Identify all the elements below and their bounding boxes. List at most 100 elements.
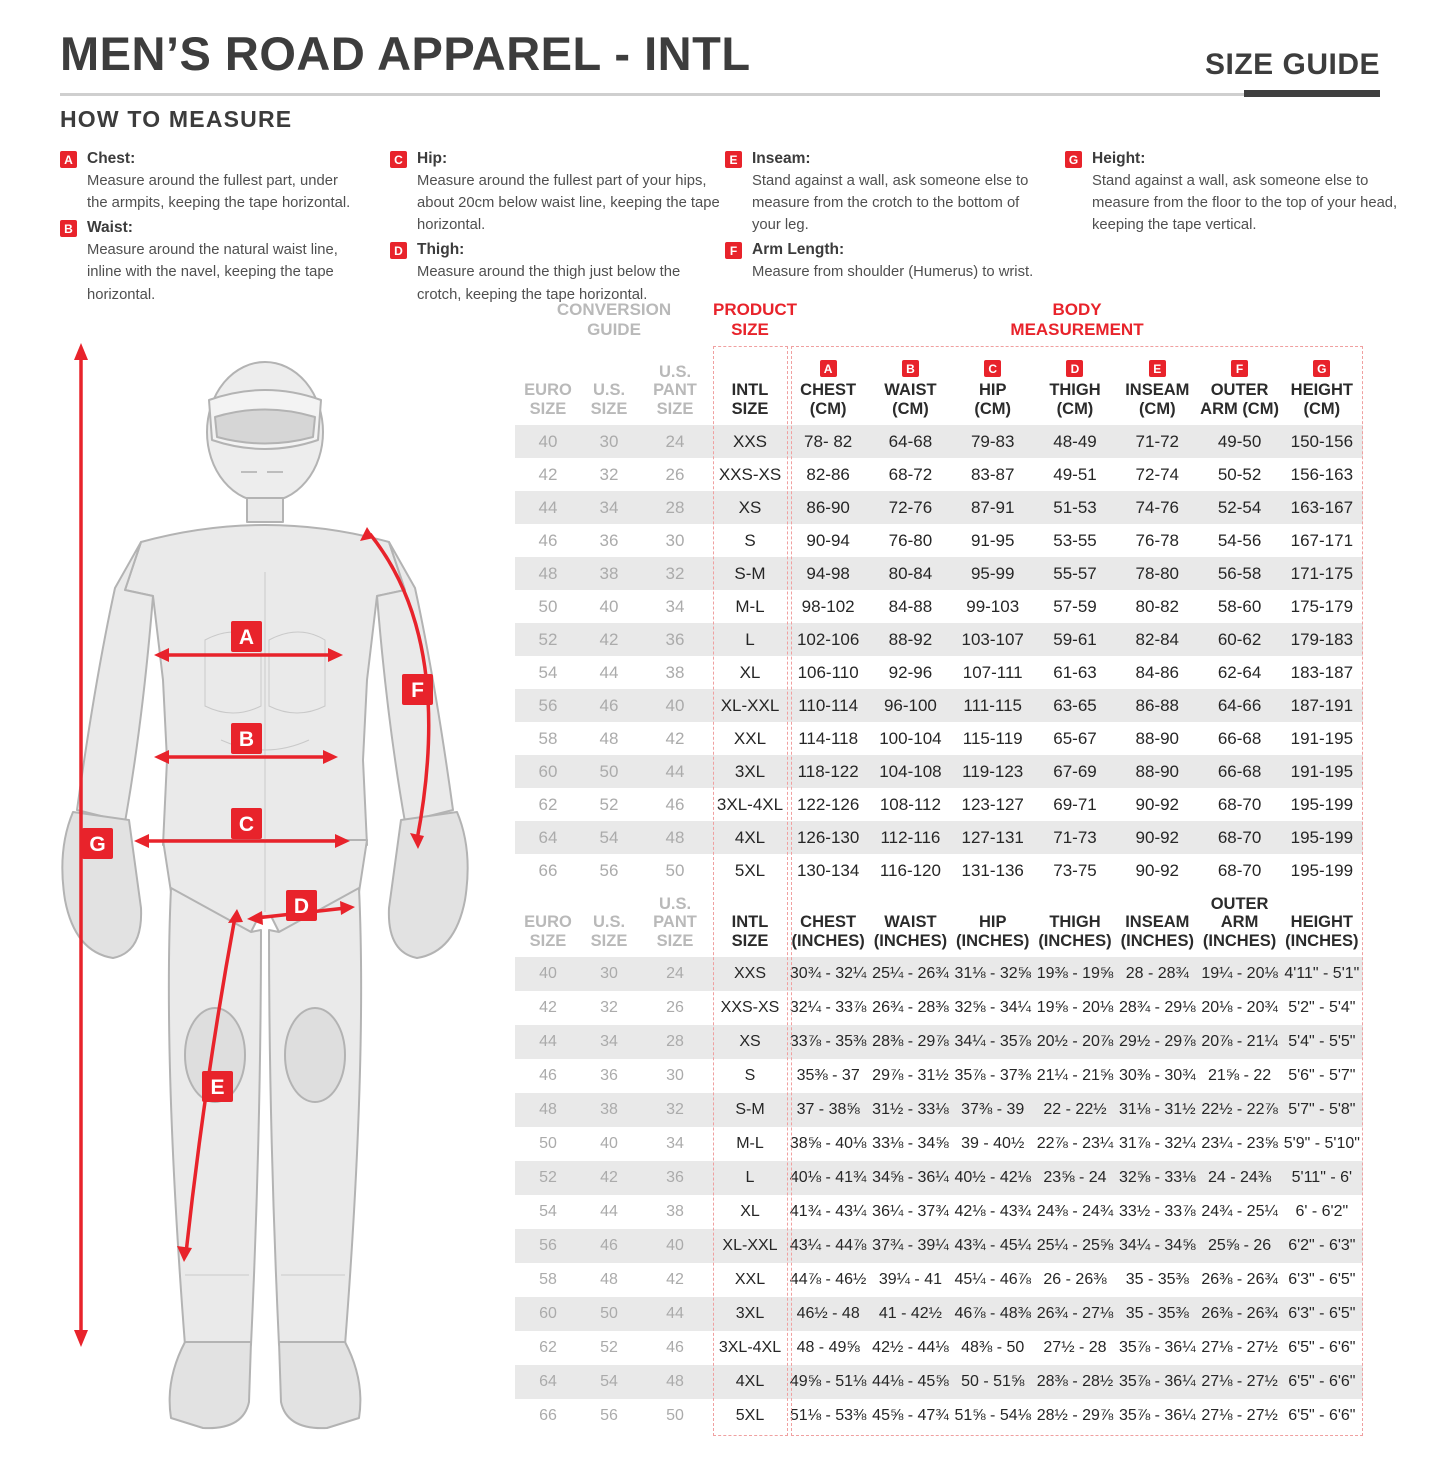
conversion-size-cell: 40 — [599, 597, 619, 616]
conversion-size-cell: 32 — [600, 999, 618, 1016]
measurement-value-cell: 40½ - 42⅛ — [954, 1169, 1031, 1186]
conversion-size-cell: 50 — [665, 861, 685, 880]
conversion-size-cell: 36 — [666, 1169, 684, 1186]
conversion-size-cell: 44 — [665, 762, 685, 781]
measurement-value-cell: 64-68 — [888, 432, 933, 451]
conversion-size-cell: 28 — [666, 1033, 684, 1050]
measure-description: Measure around the fullest part, under t… — [87, 172, 351, 212]
measurement-value-cell: 68-72 — [888, 465, 933, 484]
measure-description: Measure from shoulder (Humerus) to wrist… — [752, 264, 1034, 281]
column-header: HIP (INCHES) — [952, 887, 1034, 950]
conversion-size-cell: 56 — [599, 861, 619, 880]
intl-size-cell: M-L — [735, 597, 765, 616]
column-header: INSEAM (INCHES) — [1116, 887, 1198, 950]
measurement-value-cell: 156-163 — [1290, 465, 1354, 484]
measurement-value-cell: 96-100 — [883, 696, 937, 715]
measurement-value-cell: 195-199 — [1290, 861, 1354, 880]
measurement-value-cell: 107-111 — [962, 663, 1023, 682]
conversion-size-cell: 64 — [538, 828, 558, 847]
conversion-size-cell: 40 — [539, 965, 557, 982]
measurement-value-cell: 25¼ - 26¾ — [872, 965, 949, 982]
measurement-value-cell: 23¼ - 23⅝ — [1201, 1135, 1278, 1152]
measurement-value-cell: 35 - 35⅜ — [1125, 1271, 1189, 1288]
measurement-value-cell: 123-127 — [961, 795, 1024, 814]
letter-chip: C — [390, 151, 407, 168]
intl-size-cell: 3XL — [735, 1305, 765, 1322]
measurement-value-cell: 115-119 — [962, 729, 1023, 748]
measurement-value-cell: 84-88 — [888, 597, 933, 616]
measure-label: Inseam: — [752, 150, 811, 167]
conversion-size-cell: 44 — [600, 1203, 618, 1220]
table-row: 40 30 24 XXS 78- 82 64-68 79-83 48-49 71-72 49-50… — [515, 425, 1363, 458]
measurement-value-cell: 5'7" - 5'8" — [1288, 1101, 1356, 1118]
conversion-size-cell: 54 — [538, 663, 558, 682]
conversion-size-cell: 34 — [599, 498, 619, 517]
svg-text:C: C — [239, 813, 254, 836]
measurement-value-cell: 35⅞ - 37⅜ — [954, 1067, 1031, 1084]
measurement-value-cell: 183-187 — [1290, 663, 1354, 682]
column-header: U.S. PANT SIZE — [637, 887, 713, 950]
measurement-value-cell: 95-99 — [970, 564, 1015, 583]
conversion-size-cell: 46 — [599, 696, 619, 715]
intl-size-cell: XXS-XS — [720, 999, 780, 1016]
measurement-value-cell: 66-68 — [1217, 762, 1262, 781]
conversion-size-cell: 48 — [665, 828, 685, 847]
intl-size-cell: XS — [738, 498, 762, 517]
conversion-size-cell: 48 — [599, 729, 619, 748]
measurement-value-cell: 22⅞ - 23¼ — [1036, 1135, 1114, 1152]
conversion-size-cell: 24 — [665, 432, 685, 451]
intl-size-cell: 3XL-4XL — [718, 1339, 782, 1356]
measurement-value-cell: 78-80 — [1135, 564, 1180, 583]
conversion-size-cell: 46 — [665, 795, 685, 814]
measurement-value-cell: 30¾ - 32¼ — [789, 965, 867, 982]
measure-label: Arm Length: — [752, 241, 845, 259]
column-header-label: INTL SIZE — [731, 913, 769, 950]
suit-seams — [185, 572, 345, 1276]
intl-size-cell: XL-XXL — [722, 1237, 778, 1254]
measurement-value-cell: 112-116 — [880, 828, 941, 847]
conversion-size-cell: 42 — [600, 1169, 618, 1186]
measurement-value-cell: 5'4" - 5'5" — [1288, 1033, 1356, 1050]
measurement-value-cell: 191-195 — [1290, 762, 1354, 781]
table-row: 56 46 40 XL-XXL 110-114 96-100 111-115 63-65 86-… — [515, 689, 1363, 722]
column-header: EURO SIZE — [515, 887, 581, 950]
figure-marker-labels: A B C D E F G — [82, 621, 433, 1102]
measure-item: B Waist: Measure around the natural waist … — [60, 218, 390, 305]
letter-chip: A — [60, 151, 77, 168]
measurement-value-cell: 28⅜ - 29⅞ — [872, 1033, 949, 1050]
measurement-value-cell: 54-56 — [1217, 531, 1262, 550]
table-row: 58 48 42 XXL 114-118 100-104 115-119 65-67 88-90… — [515, 722, 1363, 755]
conversion-size-cell: 52 — [599, 795, 619, 814]
measurement-value-cell: 110-114 — [798, 696, 859, 715]
measurement-value-cell: 91-95 — [970, 531, 1015, 550]
measurement-value-cell: 23⅝ - 24 — [1043, 1169, 1107, 1186]
table-row: 66 56 50 5XL 51⅛ - 53⅜ 45⅝ - 47¾ 51⅝ - 54⅛ 28½ … — [515, 1399, 1363, 1433]
conversion-size-cell: 32 — [666, 1101, 684, 1118]
conversion-guide-header: CONVERSION GUIDE — [556, 300, 672, 340]
conversion-size-cell: 56 — [539, 1237, 557, 1254]
measurement-value-cell: 42½ - 44⅛ — [872, 1339, 949, 1356]
measurement-value-cell: 68-70 — [1217, 828, 1262, 847]
measurement-value-cell: 53-55 — [1053, 531, 1097, 550]
how-to-measure-title: HOW TO MEASURE — [60, 106, 293, 132]
conversion-size-cell: 32 — [665, 564, 685, 583]
conversion-size-cell: 42 — [666, 1271, 684, 1288]
conversion-size-cell: 38 — [666, 1203, 684, 1220]
measurement-value-cell: 5'6" - 5'7" — [1288, 1067, 1356, 1084]
measurement-value-cell: 102-106 — [796, 630, 860, 649]
table-row: 40 30 24 XXS 30¾ - 32¼ 25¼ - 26¾ 31⅛ - 32⅝ 19⅜ … — [515, 957, 1363, 991]
intl-size-cell: 4XL — [734, 828, 766, 847]
table-row: 60 50 44 3XL 46½ - 48 41 - 42½ 46⅞ - 48⅜ 26¾ - … — [515, 1297, 1363, 1331]
measurement-value-cell: 103-107 — [961, 630, 1024, 649]
column-header: F OUTER ARM (CM) — [1198, 346, 1280, 418]
column-header-label: WAIST (CM) — [884, 381, 937, 418]
conversion-size-cell: 34 — [600, 1033, 618, 1050]
measurement-value-cell: 90-92 — [1135, 795, 1180, 814]
conversion-size-cell: 34 — [665, 597, 685, 616]
measure-description: Measure around the thigh just below the … — [417, 264, 681, 303]
conversion-size-cell: 32 — [599, 465, 619, 484]
measurement-value-cell: 63-65 — [1053, 696, 1097, 715]
conversion-size-cell: 58 — [539, 1271, 557, 1288]
conversion-size-cell: 30 — [600, 965, 618, 982]
column-header: U.S. PANT SIZE — [637, 346, 713, 418]
